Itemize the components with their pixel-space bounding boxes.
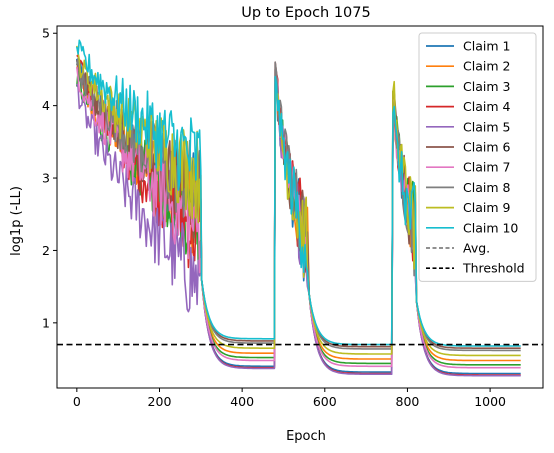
legend-label: Threshold [462, 261, 525, 276]
y-ticks: 1 2 3 4 5 [42, 26, 57, 330]
legend-label: Claim 10 [463, 220, 518, 235]
legend-label: Claim 7 [463, 160, 510, 175]
legend-label: Claim 8 [463, 180, 510, 195]
legend-box [418, 32, 537, 282]
y-tick-label: 3 [42, 171, 50, 186]
legend-label: Avg. [463, 241, 490, 256]
x-tick-label: 600 [313, 394, 337, 409]
legend: Claim 1 Claim 2 Claim 3 Claim 4 Claim 5 Claim… [418, 32, 537, 282]
y-tick-label: 5 [42, 26, 50, 41]
y-tick-label: 2 [42, 243, 50, 258]
x-tick-label: 200 [148, 394, 172, 409]
legend-label: Claim 5 [463, 119, 510, 134]
x-tick-label: 800 [396, 394, 420, 409]
legend-label: Claim 9 [463, 200, 510, 215]
axes-frame [56, 25, 544, 389]
legend-label: Claim 1 [463, 39, 510, 54]
legend-label: Claim 2 [463, 59, 510, 74]
x-tick-label: 400 [230, 394, 254, 409]
x-tick-label: 0 [73, 394, 81, 409]
y-tick-label: 1 [42, 315, 50, 330]
x-ticks: 0 200 400 600 800 1000 [73, 388, 506, 409]
x-axis-label: Epoch [286, 429, 326, 444]
series-line-10 [76, 39, 521, 347]
legend-label: Claim 3 [463, 79, 510, 94]
series-layer [76, 39, 521, 377]
y-axis-label: log1p (-LL) [9, 186, 24, 256]
legend-label: Claim 6 [463, 140, 510, 155]
x-tick-label: 1000 [474, 394, 506, 409]
y-tick-label: 4 [42, 98, 50, 113]
legend-label: Claim 4 [463, 99, 510, 114]
chart-title: Up to Epoch 1075 [241, 5, 371, 21]
